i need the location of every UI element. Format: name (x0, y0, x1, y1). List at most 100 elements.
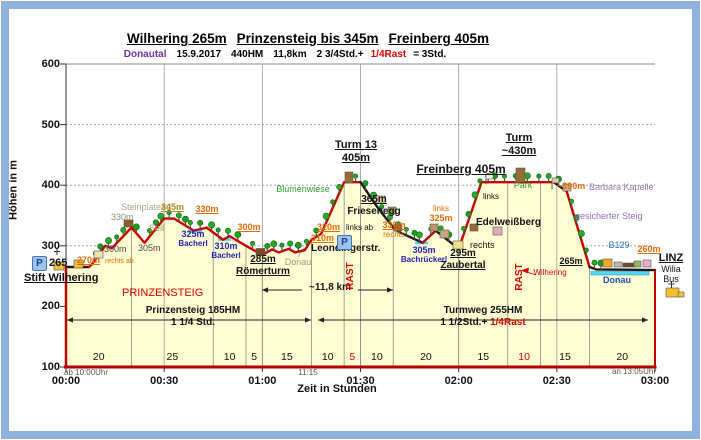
stift-building-icon (53, 261, 65, 271)
turm430-tower-icon (515, 167, 526, 183)
tree-icon (146, 228, 152, 234)
segment-minutes: 10 (223, 351, 236, 363)
waypoint-label: Turm 13 (335, 139, 377, 151)
waypoint-label: links (482, 192, 500, 201)
waypoint-label: Bacherl (178, 239, 208, 248)
stift-building-icon (73, 259, 84, 269)
hut-icon (93, 250, 104, 259)
hut-icon (452, 240, 464, 250)
hut-icon (429, 223, 439, 232)
segment-minutes: 5 (349, 351, 356, 363)
tree-icon (379, 204, 385, 210)
x-tick-label: 02:30 (542, 375, 571, 387)
waypoint-label: Römerturm (236, 266, 290, 277)
segment-minutes: 15 (281, 351, 293, 363)
tree-icon (461, 225, 467, 231)
tree-icon (573, 214, 580, 221)
waypoint-label: ~390m (557, 181, 586, 191)
rast-label: RAST (514, 263, 525, 291)
tree-icon (477, 178, 483, 184)
subtitle-region: Donautal (123, 49, 167, 60)
hut-icon (492, 226, 503, 236)
turmweg-span-line1: Turmweg 255HM (443, 305, 523, 316)
tree-icon (187, 220, 193, 226)
waypoint-label: Bacherl (211, 251, 241, 260)
tree-icon (370, 191, 377, 199)
subtitle-km: 11,8km (273, 49, 307, 60)
waypoint-label: 310m (214, 241, 238, 251)
prinzensteig-span-line2: 1 1/4 Std. (171, 317, 215, 328)
tree-icon (294, 241, 302, 249)
segment-minutes: 20 (420, 351, 432, 363)
subtitle-rast: 1/4Rast (370, 49, 407, 60)
building-icon (613, 261, 623, 268)
y-tick-label: 500 (41, 118, 60, 131)
waypoint-label: gesicherter Steig (575, 211, 643, 221)
waypoint-label: 265m (559, 256, 583, 266)
building-icon (642, 259, 652, 268)
waypoint-label: Barbara Kapelle (589, 182, 654, 192)
waypoint-label: rechts (383, 230, 405, 239)
tree-icon (545, 172, 552, 179)
y-tick-label: 300 (41, 239, 60, 252)
waypoint-label: Steinplateau (121, 202, 172, 212)
end-city: LINZ (658, 252, 684, 264)
tree-icon (330, 199, 336, 205)
y-tick-label: 600 (41, 58, 60, 70)
tree-icon (175, 212, 182, 219)
waypoint-label: Seil (149, 223, 165, 233)
start-time-note: ab 10:00Uhr (64, 368, 109, 377)
tree-icon (313, 227, 320, 234)
waypoint-label: links (432, 204, 450, 213)
waypoint-label: 305m (412, 245, 436, 255)
waypoint-label: Turm (505, 132, 533, 144)
tree-icon (114, 234, 120, 240)
turmweg-span-line2: 1 1/2Std.+ 1/4Rast (440, 318, 525, 328)
hut-icon (469, 223, 479, 232)
tree-icon (387, 214, 393, 221)
tree-icon (279, 242, 285, 248)
prinzensteig-span-line1: Prinzensteig 185HM (145, 305, 241, 316)
subtitle-total: = 3Std. (413, 49, 447, 60)
turm13-tower-icon (344, 171, 354, 184)
tree-icon (208, 221, 216, 229)
segment-minutes: 15 (559, 351, 571, 363)
waypoint-label: links ab (346, 223, 374, 232)
subtitle-time: 2 3/4Std.+ (316, 49, 364, 60)
tree-icon (362, 180, 369, 187)
waypoint-label: 345m (161, 202, 185, 212)
page-title: Wilhering 265m Prinzensteig bis 345m Frein… (122, 31, 494, 46)
hut-icon (439, 229, 450, 239)
waypoint-label: Donau (603, 274, 631, 285)
tree-icon (270, 240, 278, 248)
x-tick-label: 00:00 (51, 375, 81, 387)
x-axis-title: Zeit in Stunden (297, 383, 377, 395)
waypoint-label: 270m (77, 255, 101, 265)
waypoint-label: 295m (450, 248, 476, 259)
tree-icon (225, 227, 231, 234)
section-banner: PRINZENSTEIG (122, 287, 204, 299)
tree-icon (353, 173, 359, 179)
segment-minutes: 10 (371, 351, 383, 363)
waypoint-label: Zaubertal (440, 260, 486, 271)
start-name: Stift Wilhering (24, 272, 99, 284)
turmweg-rast: 1/4Rast (490, 317, 526, 328)
page-subtitle: Donautal 15.9.2017 440HM 11,8km 2 3/4Std.+ 1/… (119, 49, 452, 60)
building-icon (602, 258, 613, 268)
tree-icon (322, 212, 330, 220)
x-tick-label: 00:30 (150, 375, 179, 387)
tree-icon (287, 240, 294, 247)
waypoint-label: Friesenegg (347, 206, 401, 217)
tree-icon (197, 219, 204, 226)
x-tick-label: 03:00 (640, 375, 670, 387)
segment-minutes: 20 (92, 351, 105, 363)
rast-label: RAST (345, 262, 356, 290)
x-tick-label: 01:30 (346, 375, 375, 387)
end-bus-line2: Bus (663, 274, 679, 284)
waypoint-label: 365m (361, 194, 387, 205)
waypoint-label: Freinberg 405m (416, 162, 506, 176)
hut-icon (123, 219, 134, 228)
